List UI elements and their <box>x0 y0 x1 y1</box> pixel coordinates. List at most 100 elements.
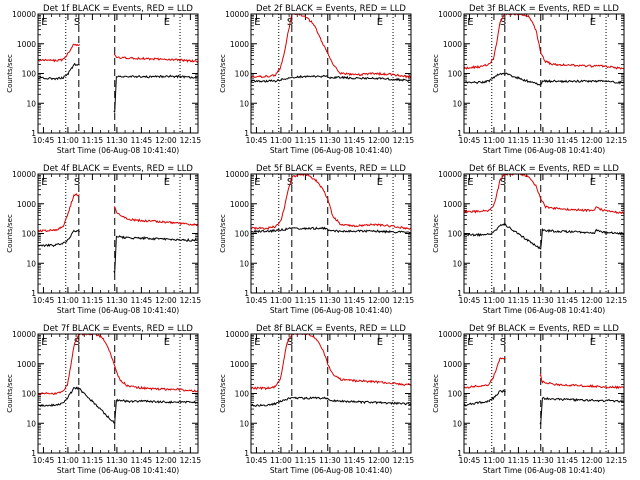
y-axis-label: Counts/sec <box>219 374 227 413</box>
x-tick-label: 10:45 <box>459 296 481 305</box>
x-tick-label: 12:00 <box>368 136 390 145</box>
y-tick-label: 10 <box>239 99 249 108</box>
y-tick-label: 10000 <box>225 170 249 179</box>
x-tick-label: 12:15 <box>393 136 415 145</box>
y-tick-label: 1 <box>31 129 36 138</box>
y-tick-label: 1 <box>244 129 249 138</box>
x-tick-label: 11:45 <box>131 456 153 465</box>
phase-marker-label: S <box>500 17 506 28</box>
plot-frame <box>463 333 625 454</box>
x-tick-label: 11:00 <box>483 136 505 145</box>
x-tick-label: 11:30 <box>532 456 554 465</box>
y-tick-label: 10000 <box>438 10 462 19</box>
x-tick-label: 12:00 <box>368 456 390 465</box>
x-tick-label: 12:15 <box>180 296 202 305</box>
panel-title: Det 1f BLACK = Events, RED = LLD <box>43 4 193 14</box>
series-lld <box>251 14 411 79</box>
x-tick-label: 11:30 <box>106 456 128 465</box>
phase-marker-label: E <box>41 17 47 28</box>
phase-marker-label: E <box>254 17 260 28</box>
x-tick-label: 11:15 <box>82 136 104 145</box>
x-tick-label: 12:00 <box>155 296 177 305</box>
y-tick-label: 100 <box>235 230 250 239</box>
x-tick-label: 12:15 <box>393 296 415 305</box>
phase-marker-label: S <box>500 177 506 188</box>
y-tick-label: 1 <box>244 449 249 458</box>
panel-det-9: Det 9f BLACK = Events, RED = LLD 1 10 100 10… <box>432 324 627 475</box>
y-tick-label: 10 <box>26 419 36 428</box>
phase-marker-label: E <box>164 177 170 188</box>
x-tick-label: 11:30 <box>319 296 341 305</box>
x-tick-label: 12:15 <box>606 296 628 305</box>
y-axis-label: Counts/sec <box>219 54 227 93</box>
phase-marker-label: E <box>377 177 383 188</box>
y-tick-label: 10000 <box>225 10 249 19</box>
plot-frame <box>37 173 199 294</box>
phase-marker-label: E <box>590 337 596 348</box>
panel-det-4: Det 4f BLACK = Events, RED = LLD 1 10 100 10… <box>6 164 201 315</box>
y-tick-label: 1 <box>31 289 36 298</box>
phase-marker-label: E <box>590 17 596 28</box>
y-axis-label: Counts/sec <box>6 54 14 93</box>
x-tick-label: 11:45 <box>344 296 366 305</box>
y-tick-label: 100 <box>22 230 37 239</box>
plot-frame <box>37 13 199 134</box>
series-events <box>38 62 198 113</box>
x-tick-label: 11:45 <box>344 136 366 145</box>
plot-frame <box>250 333 412 454</box>
plot-frame <box>463 13 625 134</box>
x-tick-label: 11:15 <box>295 296 317 305</box>
y-tick-label: 10 <box>239 419 249 428</box>
y-tick-label: 100 <box>448 390 463 399</box>
y-tick-label: 1000 <box>230 200 249 209</box>
x-tick-label: 11:45 <box>131 136 153 145</box>
y-tick-label: 1000 <box>443 40 462 49</box>
x-tick-label: 11:45 <box>557 456 579 465</box>
x-tick-label: 11:00 <box>270 296 292 305</box>
x-tick-label: 12:00 <box>581 296 603 305</box>
panel-det-8: Det 8f BLACK = Events, RED = LLD 1 10 100 10… <box>219 324 414 475</box>
y-axis-label: Counts/sec <box>432 54 440 93</box>
phase-marker-label: S <box>500 337 506 348</box>
x-tick-label: 11:00 <box>270 456 292 465</box>
y-axis-label: Counts/sec <box>6 214 14 253</box>
x-tick-label: 10:45 <box>33 296 55 305</box>
panel-title: Det 2f BLACK = Events, RED = LLD <box>256 4 406 14</box>
x-axis-label: Start Time (06-Aug-08 10:41:40) <box>483 146 605 155</box>
series-events <box>464 223 624 250</box>
x-tick-label: 11:00 <box>57 456 79 465</box>
y-tick-label: 1 <box>457 129 462 138</box>
y-tick-label: 10 <box>452 419 462 428</box>
x-tick-label: 11:30 <box>532 136 554 145</box>
x-tick-label: 10:45 <box>33 456 55 465</box>
x-axis-label: Start Time (06-Aug-08 10:41:40) <box>57 146 179 155</box>
x-tick-label: 10:45 <box>246 296 268 305</box>
series-lld <box>464 357 624 390</box>
series-lld <box>464 14 624 70</box>
phase-marker-label: E <box>164 337 170 348</box>
phase-marker-label: E <box>41 177 47 188</box>
panel-title: Det 4f BLACK = Events, RED = LLD <box>43 164 193 174</box>
x-axis-label: Start Time (06-Aug-08 10:41:40) <box>270 466 392 475</box>
y-tick-label: 10 <box>239 259 249 268</box>
y-tick-label: 10000 <box>438 330 462 339</box>
plot-frame <box>250 173 412 294</box>
x-tick-label: 11:00 <box>483 456 505 465</box>
x-tick-label: 11:15 <box>295 136 317 145</box>
y-tick-label: 100 <box>22 390 37 399</box>
x-tick-label: 11:45 <box>557 136 579 145</box>
y-tick-label: 10000 <box>225 330 249 339</box>
x-tick-label: 12:15 <box>606 136 628 145</box>
y-tick-label: 1000 <box>17 200 36 209</box>
series-lld <box>251 334 411 391</box>
x-tick-label: 11:00 <box>57 136 79 145</box>
x-axis-label: Start Time (06-Aug-08 10:41:40) <box>57 466 179 475</box>
x-tick-label: 12:00 <box>155 136 177 145</box>
y-tick-label: 100 <box>22 70 37 79</box>
phase-marker-label: S <box>74 17 80 28</box>
x-tick-label: 10:45 <box>246 456 268 465</box>
y-tick-label: 10000 <box>12 10 36 19</box>
x-tick-label: 11:15 <box>295 456 317 465</box>
phase-marker-label: E <box>254 177 260 188</box>
